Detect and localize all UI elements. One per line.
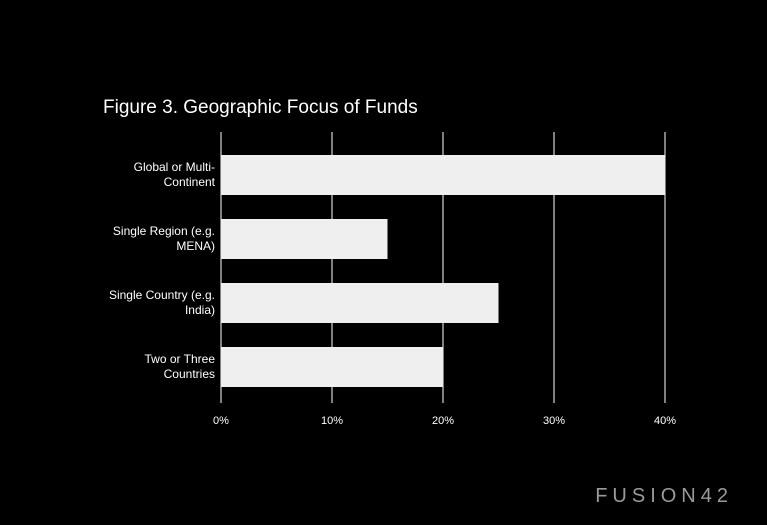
x-tick-label: 20% [432,415,454,427]
y-tick-label: Two or Three Countries [144,352,215,381]
x-tick-label: 30% [543,415,565,427]
x-tick-label: 0% [213,415,229,427]
x-tick-label: 40% [654,415,676,427]
x-tick-label: 10% [321,415,343,427]
bar [221,155,665,195]
bar [221,219,388,259]
y-tick-label: Global or Multi-Continent [133,160,215,189]
y-tick-label: Single Region (e.g. MENA) [112,224,215,253]
y-tick-label: Single Country (e.g. India) [108,288,215,317]
bar [221,283,499,323]
bar [221,347,443,387]
chart-title: Figure 3. Geographic Focus of Funds [103,97,418,118]
logo: FUSION42 [595,485,733,507]
